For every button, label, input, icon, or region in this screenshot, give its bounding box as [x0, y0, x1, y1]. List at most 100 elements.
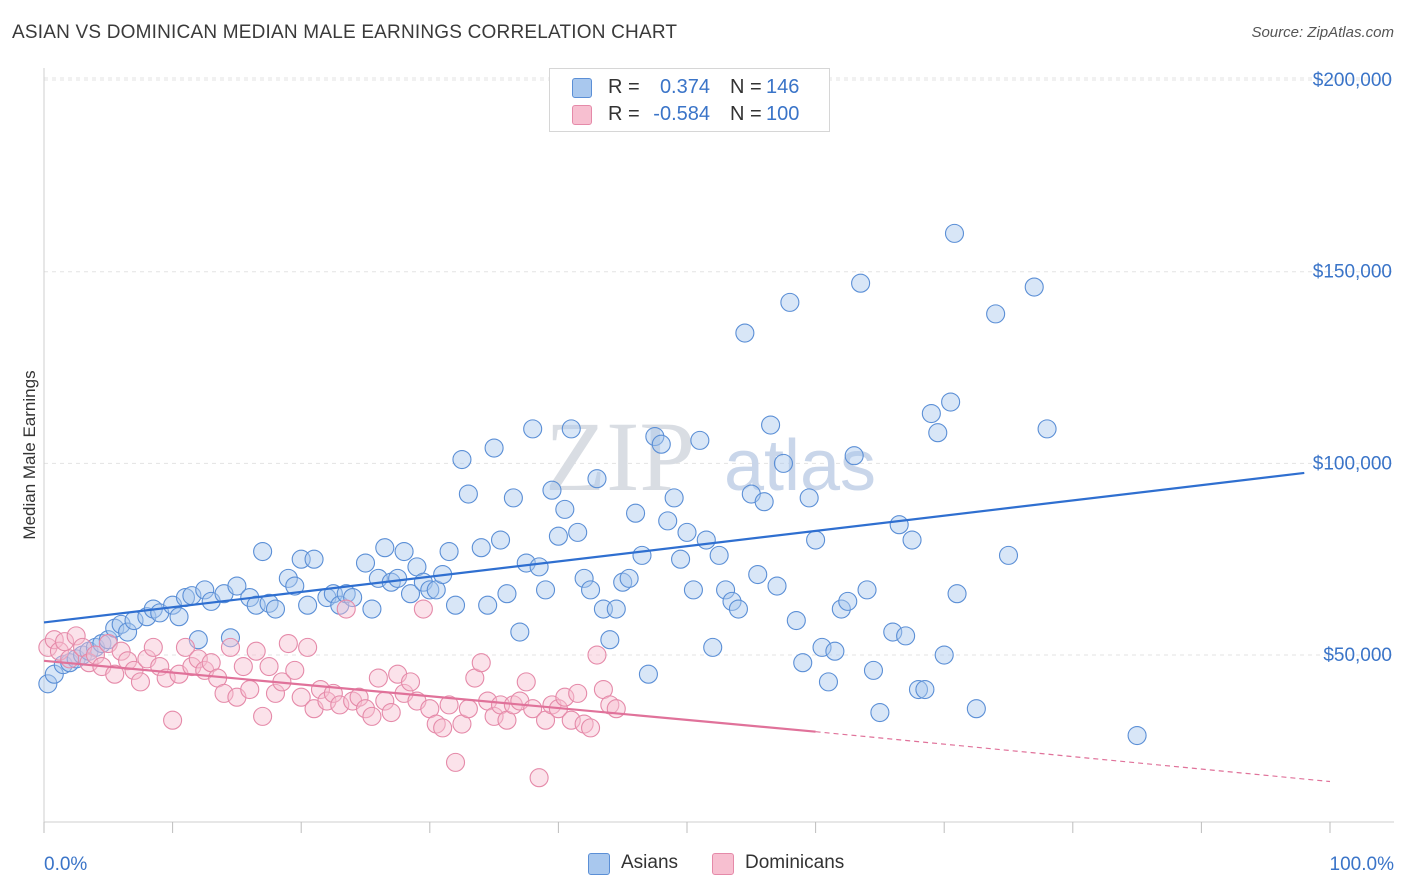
- data-point: [555, 499, 575, 519]
- data-point: [580, 718, 601, 738]
- data-point: [227, 576, 247, 596]
- data-point: [388, 568, 408, 588]
- data-point: [561, 419, 581, 439]
- data-point: [156, 668, 176, 688]
- data-point: [690, 430, 710, 450]
- bottom-legend-asians: Asians: [588, 850, 698, 878]
- data-point: [754, 492, 774, 512]
- legend-r-label: R =: [608, 76, 640, 98]
- data-point: [111, 614, 131, 634]
- data-point: [529, 557, 549, 577]
- data-point: [355, 699, 376, 719]
- data-point: [947, 584, 967, 604]
- data-point: [503, 488, 523, 508]
- data-point: [452, 449, 472, 470]
- data-point: [568, 522, 588, 542]
- data-point: [793, 653, 813, 673]
- data-point: [118, 622, 138, 642]
- data-point: [638, 664, 658, 684]
- data-point: [921, 403, 941, 424]
- legend-n-label: N =: [730, 103, 762, 125]
- legend-r-label: R =: [608, 103, 640, 125]
- data-point: [645, 426, 665, 447]
- data-point: [259, 656, 279, 677]
- data-point: [163, 710, 183, 730]
- data-point: [658, 511, 678, 531]
- legend-swatch-asians: [572, 78, 592, 98]
- data-point: [587, 469, 607, 489]
- legend-n-label: N =: [730, 76, 762, 98]
- data-point: [195, 580, 215, 600]
- grid-lines: [44, 77, 1394, 656]
- data-point: [490, 530, 511, 550]
- data-point: [240, 679, 260, 700]
- trend-lines: [43, 471, 1331, 783]
- legend-swatch-dominicans: [572, 105, 592, 125]
- trend-line: [43, 659, 816, 733]
- data-point: [79, 653, 99, 673]
- legend-row-dominicans: R = -0.584 N = 100: [550, 101, 829, 127]
- data-point: [375, 538, 395, 558]
- y-tick-labels: $50,000 $100,000 $150,000 $200,000: [1313, 70, 1392, 666]
- data-point: [606, 599, 626, 619]
- data-point: [786, 610, 806, 631]
- data-point: [298, 595, 318, 615]
- bottom-legend-swatch-asians: [588, 853, 610, 875]
- data-point: [471, 653, 491, 673]
- watermark-atlas: atlas: [724, 426, 876, 506]
- data-point: [336, 599, 356, 619]
- legend-row-asians: R = 0.374 N = 146: [550, 74, 829, 100]
- data-point: [55, 632, 75, 652]
- data-point: [394, 541, 414, 562]
- data-point: [529, 768, 549, 788]
- data-point: [49, 641, 69, 661]
- data-point: [664, 488, 684, 508]
- y-tick-label: $150,000: [1313, 262, 1392, 283]
- data-point: [291, 687, 311, 707]
- data-point: [941, 392, 961, 412]
- data-point: [780, 292, 800, 312]
- data-point: [175, 637, 196, 657]
- data-point: [400, 584, 421, 604]
- data-point: [889, 515, 909, 535]
- data-point: [137, 607, 157, 627]
- axes: [43, 68, 1394, 833]
- data-point: [574, 568, 594, 588]
- x-tick-label: 100.0%: [1330, 854, 1395, 875]
- data-point: [169, 607, 189, 627]
- data-point: [696, 530, 716, 550]
- data-point: [844, 446, 864, 466]
- data-point: [535, 580, 556, 600]
- bottom-legend-label-asians: Asians: [621, 852, 679, 873]
- data-point: [812, 637, 832, 657]
- data-point: [857, 580, 877, 600]
- bottom-legend-label-dominicans: Dominicans: [745, 852, 845, 873]
- data-point: [420, 580, 440, 600]
- data-point: [510, 622, 530, 642]
- data-point: [677, 522, 697, 542]
- data-point: [233, 656, 253, 677]
- data-point: [799, 488, 819, 508]
- data-point: [767, 576, 787, 596]
- data-point: [400, 672, 421, 692]
- data-point: [143, 637, 163, 657]
- data-point: [902, 530, 922, 550]
- legend-n-value: 146: [766, 76, 800, 98]
- data-point: [317, 691, 337, 711]
- data-point: [188, 649, 208, 669]
- data-point: [445, 752, 466, 772]
- data-point: [568, 683, 588, 703]
- data-point: [278, 633, 298, 654]
- watermark: ZIP atlas: [545, 401, 876, 512]
- data-point: [944, 223, 965, 243]
- data-point: [458, 484, 478, 504]
- data-point: [870, 702, 890, 723]
- trend-line: [43, 471, 1305, 624]
- data-point: [182, 656, 202, 677]
- data-point: [735, 323, 755, 343]
- data-point: [806, 530, 826, 550]
- data-point: [1024, 277, 1044, 297]
- data-points: [38, 223, 1147, 788]
- data-point: [285, 660, 305, 680]
